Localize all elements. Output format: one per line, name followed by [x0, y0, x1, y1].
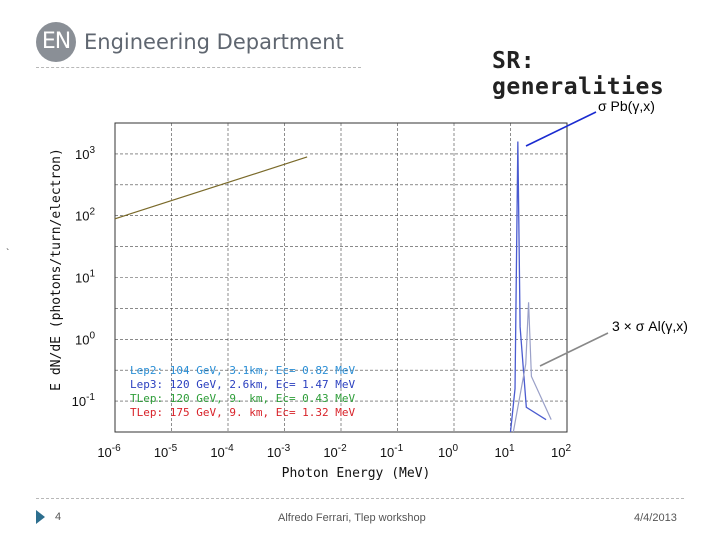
legend-entry: Lep3: 120 GeV, 2.6km, Ec= 1.47 MeV: [130, 378, 356, 391]
y-axis-label: E dN/dE (photons/turn/electron): [49, 148, 64, 391]
y-tick-label: 10-1: [72, 392, 96, 409]
en-logo-badge: EN: [36, 22, 76, 62]
x-tick-label: 101: [494, 443, 514, 460]
stray-mark: `: [6, 248, 10, 259]
series-line-pb-cross-section: [509, 141, 547, 433]
x-axis-label: Photon Energy (MeV): [282, 466, 431, 481]
x-tick-label: 10-4: [210, 443, 234, 460]
y-tick-label: 103: [75, 145, 95, 162]
footer-date: 4/4/2013: [634, 512, 677, 524]
x-tick-label: 10-6: [97, 443, 121, 460]
footer-author: Alfredo Ferrari, Tlep workshop: [278, 512, 426, 524]
header-divider: [36, 67, 361, 68]
pointer-al: [539, 332, 609, 367]
footer-divider: [36, 498, 684, 499]
pointer-pb: [525, 111, 597, 147]
x-tick-label: 10-2: [323, 443, 347, 460]
x-tick-label: 10-1: [380, 443, 404, 460]
page-number: 4: [55, 511, 62, 523]
series-line-al-cross-section: [512, 302, 552, 433]
y-tick-label: 102: [75, 207, 95, 224]
annotation-pb-cross-section: σ Pb(γ,x): [598, 98, 655, 114]
legend-entry: TLep: 175 GeV, 9. km, Ec= 1.32 MeV: [130, 406, 356, 419]
legend-entry: TLep: 120 GeV, 9. km, Ec= 0.43 MeV: [130, 392, 356, 405]
annotation-al-cross-section: 3 × σ Al(γ,x): [612, 318, 688, 334]
x-tick-label: 102: [551, 443, 571, 460]
series-line-low-energy: [114, 156, 308, 220]
x-tick-label: 10-3: [267, 443, 291, 460]
department-name: Engineering Department: [84, 30, 344, 54]
y-tick-label: 101: [75, 269, 95, 286]
legend-entry: Lep2: 104 GeV, 3.1km, Ec= 0.82 MeV: [130, 364, 356, 377]
footer-arrow-icon: [36, 510, 45, 524]
slide-title: SR: generalities: [492, 48, 665, 100]
x-tick-label: 10-5: [154, 443, 178, 460]
y-tick-label: 100: [75, 330, 95, 347]
x-tick-label: 100: [438, 443, 458, 460]
